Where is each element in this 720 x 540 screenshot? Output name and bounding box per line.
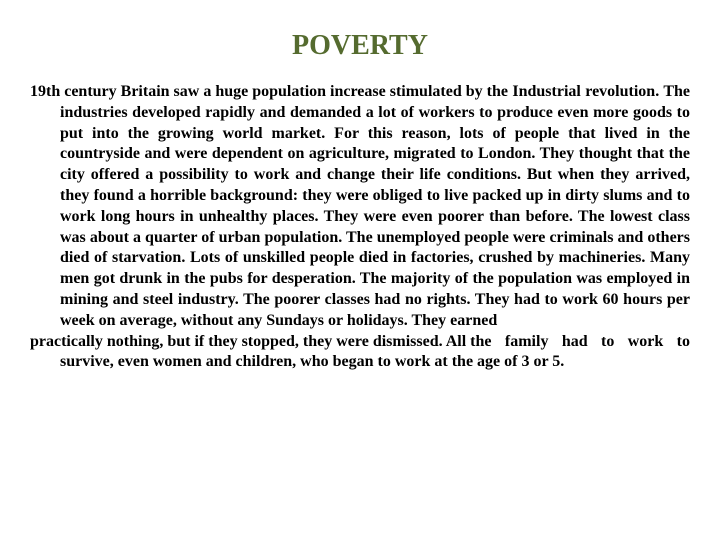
body-paragraph: 19th century Britain saw a huge populati… — [30, 82, 690, 373]
page-title: POVERTY — [30, 30, 690, 62]
paragraph-opening-line-1: 19th century Britain saw a huge populati… — [30, 82, 508, 103]
paragraph-opening-line-2: practically nothing, but if they stopped… — [30, 332, 492, 353]
paragraph-continuation-1: Industrial revolution. The industries de… — [60, 83, 690, 329]
